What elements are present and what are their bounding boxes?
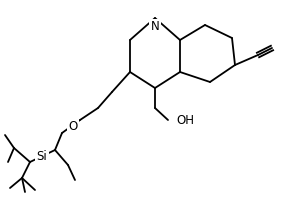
Text: O: O <box>68 121 78 133</box>
Text: Si: Si <box>37 150 47 163</box>
Text: N: N <box>151 20 159 33</box>
Text: OH: OH <box>176 114 194 128</box>
